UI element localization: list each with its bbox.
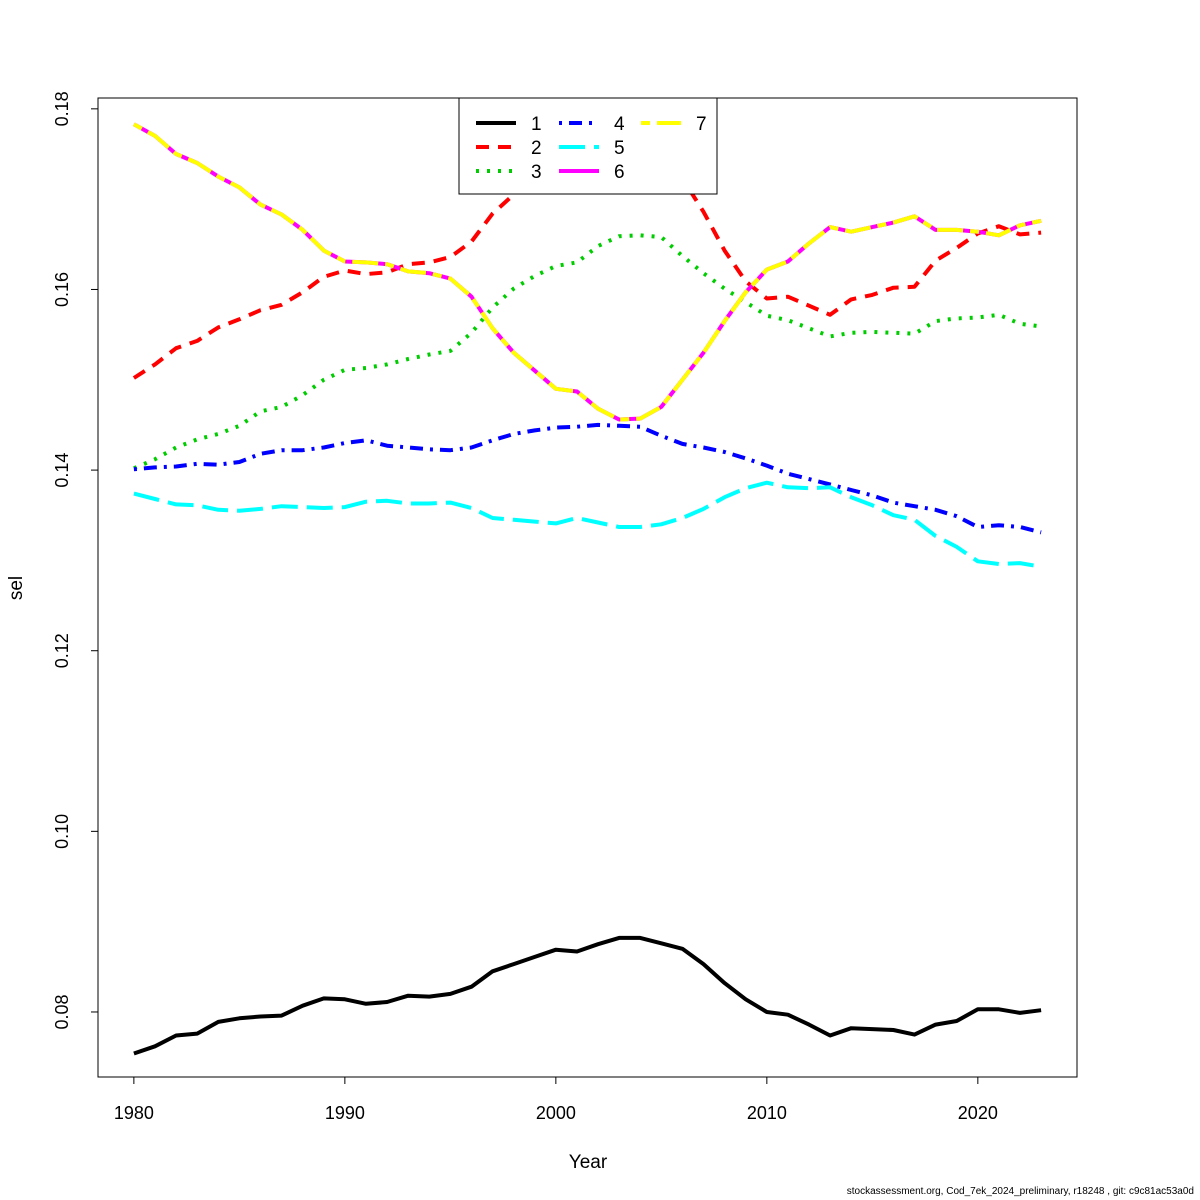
y-tick-label: 0.16 [52, 272, 72, 307]
legend-label-7: 7 [696, 114, 707, 135]
y-axis: 0.08 0.10 0.12 0.14 0.16 0.18 [52, 91, 99, 1029]
y-tick-label: 0.10 [52, 814, 72, 849]
series-line-5 [133, 480, 1042, 569]
legend-label-6: 6 [614, 162, 625, 183]
series-line-1 [133, 935, 1042, 1056]
legend-label-5: 5 [614, 138, 625, 159]
y-tick-label: 0.14 [52, 453, 72, 488]
series-line-3 [133, 233, 1042, 471]
series-lines [132, 122, 1042, 1056]
legend-label-2: 2 [531, 138, 542, 159]
legend: 1 2 3 4 5 6 7 [458, 97, 718, 195]
x-axis: 1980 1990 2000 2010 2020 [114, 1076, 998, 1123]
x-tick-label: 2000 [536, 1103, 576, 1123]
series-line-4 [133, 422, 1042, 535]
y-tick-label: 0.08 [52, 994, 72, 1029]
x-tick-label: 1990 [325, 1103, 365, 1123]
series-line-7 [132, 122, 1042, 422]
footer-credit: stockassessment.org, Cod_7ek_2024_prelim… [846, 1186, 1194, 1197]
plot-frame [97, 97, 1078, 1078]
series-line-2 [132, 147, 1042, 380]
y-axis-title: sel [6, 576, 27, 600]
x-tick-label: 2020 [958, 1103, 998, 1123]
legend-label-4: 4 [614, 114, 625, 135]
y-tick-label: 0.12 [52, 633, 72, 668]
y-tick-label: 0.18 [52, 91, 72, 126]
x-tick-label: 1980 [114, 1103, 154, 1123]
x-axis-title: Year [569, 1152, 608, 1173]
legend-label-1: 1 [531, 114, 542, 135]
legend-label-3: 3 [531, 162, 542, 183]
x-tick-label: 2010 [747, 1103, 787, 1123]
legend-box [458, 97, 718, 195]
